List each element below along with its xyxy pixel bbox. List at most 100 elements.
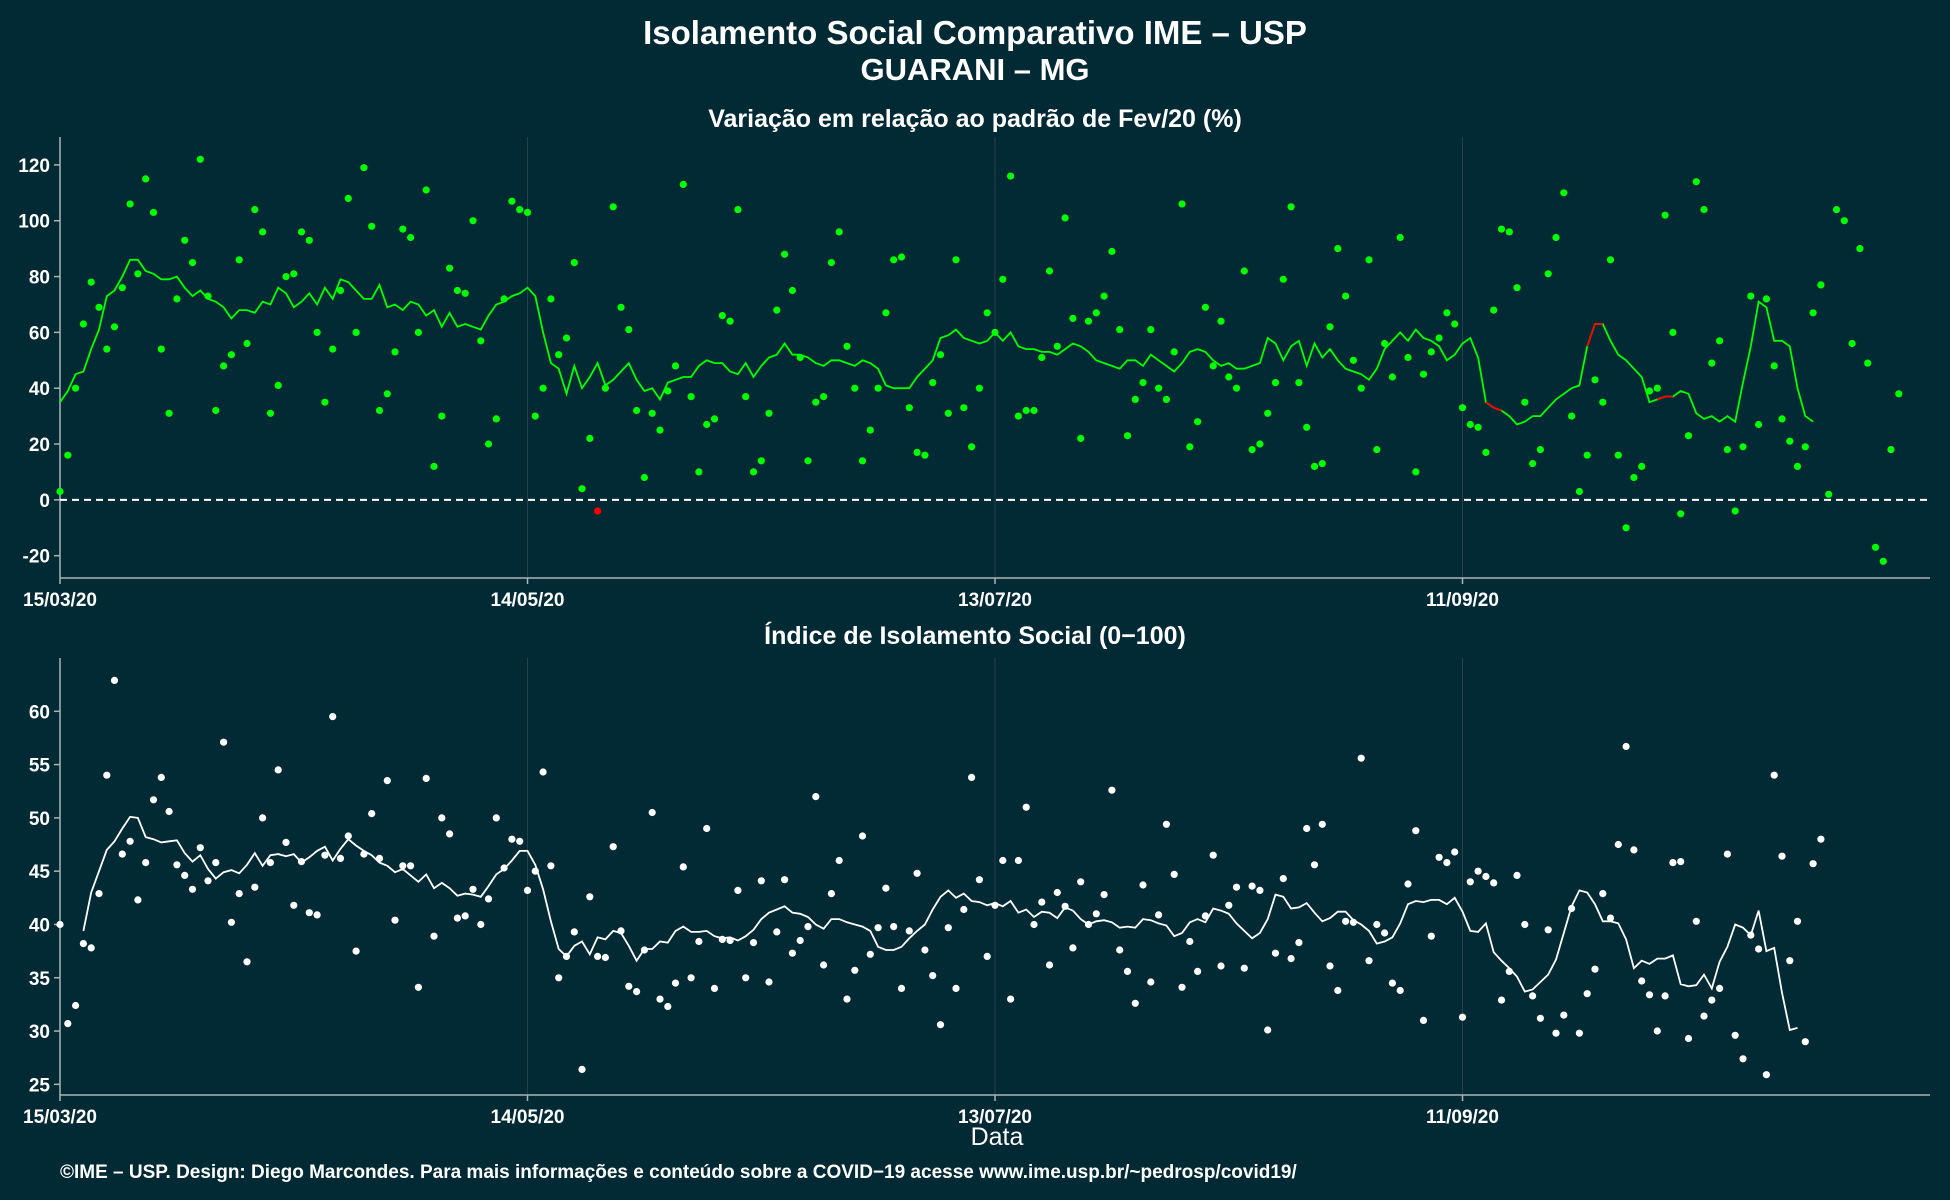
bottom-data-point [1396,986,1404,995]
bottom-data-point [523,886,532,895]
bottom-data-point [1357,754,1365,762]
bottom-data-point [1786,957,1794,965]
bottom-data-point [165,807,173,816]
bottom-data-point [461,912,469,920]
top-data-point [851,384,859,392]
bottom-data-point [1310,861,1319,869]
bottom-data-point [1123,967,1132,976]
top-data-point [352,328,360,336]
top-data-point [313,328,321,336]
bottom-data-point [1443,859,1451,867]
bottom-y-tick-label: 25 [29,1075,51,1096]
bottom-data-point [399,862,407,870]
bottom-data-point [1116,946,1124,954]
top-data-point [601,384,610,392]
top-data-point [1092,309,1100,317]
bottom-x-tick-label: 11/09/20 [1426,1107,1499,1128]
bottom-data-point [173,861,181,869]
top-data-point [1568,412,1576,420]
bottom-data-point [804,923,812,931]
bottom-data-point [430,932,438,940]
bottom-data-point [1279,875,1287,883]
bottom-data-point [1030,920,1038,929]
top-data-point [1225,373,1233,381]
top-data-point [407,233,415,242]
top-data-point [1887,446,1895,454]
bottom-data-point [383,777,391,785]
top-data-point [765,409,773,417]
bottom-data-point [181,871,189,880]
bottom-x-tick-label: 15/03/20 [23,1107,97,1128]
bottom-data-point [1801,1038,1809,1046]
top-data-point [1365,256,1373,264]
bottom-y-tick-label: 45 [29,862,51,883]
top-data-point [1349,356,1357,364]
top-data-point [1840,217,1848,225]
bottom-data-point [1084,920,1093,929]
top-data-point [453,286,461,295]
top-data-point [1123,432,1132,440]
top-data-point [749,468,758,476]
top-data-point [555,351,563,359]
bottom-data-point [1692,917,1700,925]
top-data-point [921,451,929,459]
top-data-point [399,225,407,233]
bottom-panel-title: Índice de Isolamento Social (0−100) [764,621,1186,650]
bottom-data-point [983,952,991,961]
top-data-point [196,155,204,163]
top-data-point [1552,233,1560,242]
bottom-data-point [212,859,220,867]
bottom-data-point [1645,991,1654,999]
bottom-data-point [1248,882,1256,890]
bottom-data-point [539,768,547,776]
bottom-data-point [1708,996,1716,1004]
bottom-data-point [1466,878,1474,886]
bottom-data-point [469,885,477,893]
bottom-y-tick-label: 50 [29,809,50,830]
bottom-data-point [679,863,687,871]
bottom-data-point [1669,859,1677,867]
top-data-point [1178,200,1186,208]
bottom-data-point [149,796,158,804]
top-data-point [1466,420,1474,429]
top-data-point [1778,415,1786,423]
bottom-data-point [1022,803,1030,811]
top-data-point [1497,225,1506,233]
bottom-data-point [858,832,867,840]
top-data-point [391,348,399,356]
top-data-point [695,468,703,476]
bottom-data-point [851,966,859,974]
top-data-point [1529,460,1537,468]
bottom-data-point [321,851,329,859]
bottom-data-point [1108,786,1116,794]
bottom-data-point [87,944,95,952]
bottom-data-point [1373,920,1381,929]
top-data-point [1045,267,1054,275]
bottom-data-point [508,835,516,843]
bottom-data-point [1131,999,1139,1007]
bottom-data-point [633,988,641,996]
top-data-point [999,275,1007,283]
bottom-data-point [648,808,656,817]
top-data-point [1832,206,1841,214]
top-data-point [710,415,719,423]
top-data-point [251,206,259,214]
bottom-y-tick-label: 30 [29,1022,50,1043]
top-y-tick-label: 80 [29,268,50,289]
bottom-data-point [1147,978,1155,986]
top-data-point [1653,384,1661,392]
bottom-data-point [820,961,828,969]
top-data-point [1155,384,1163,392]
bottom-data-point [1342,917,1350,925]
bottom-data-point [313,911,321,919]
top-data-point [1583,451,1591,459]
top-data-point [134,270,142,278]
bottom-data-point [975,876,984,884]
top-moving-average-red-segment [1656,395,1673,401]
bottom-data-point [1209,851,1217,859]
top-data-point [718,312,726,320]
bottom-data-point [1240,964,1248,972]
top-data-point [866,426,874,434]
top-data-point [243,339,251,348]
bottom-data-point [1435,853,1443,861]
